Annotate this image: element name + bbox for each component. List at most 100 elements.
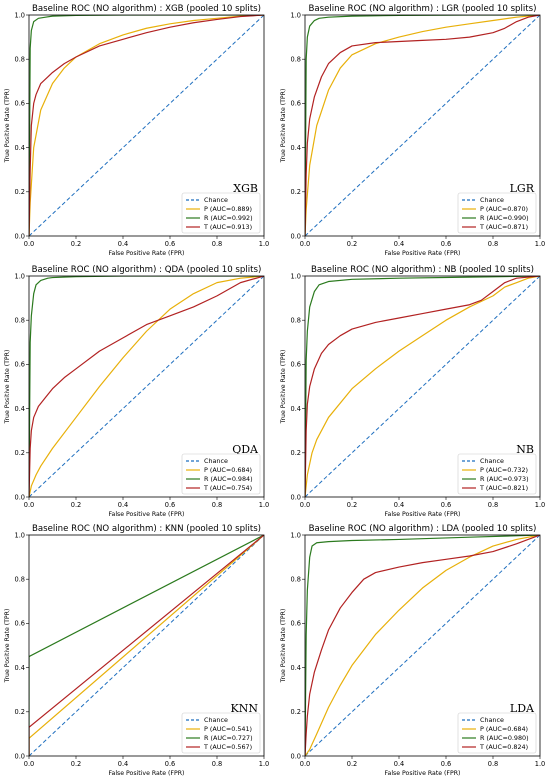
series-line-t (305, 276, 540, 497)
chance-line (305, 535, 540, 756)
legend-entry: T (AUC=0.824) (479, 743, 528, 751)
legend-entry: R (AUC=0.992) (204, 214, 253, 222)
y-tick-label: 0.8 (291, 317, 302, 325)
y-axis-label: True Positive Rate (TPR) (280, 350, 287, 425)
y-tick-label: 0.6 (15, 100, 26, 108)
model-label: LGR (510, 182, 535, 195)
legend-box (457, 712, 537, 754)
panel-title: Baseline ROC (NO algorithm) : LGR (poole… (308, 4, 536, 14)
legend-entry: T (AUC=0.871) (479, 223, 528, 231)
y-tick-label: 0.0 (291, 232, 302, 240)
legend-entry: R (AUC=0.980) (480, 734, 529, 742)
x-tick-label: 0.6 (441, 501, 452, 509)
x-tick-label: 0.0 (24, 501, 35, 509)
x-tick-label: 0.8 (212, 760, 223, 768)
x-tick-label: 0.8 (488, 760, 499, 768)
x-axis-label: False Positive Rate (FPR) (109, 770, 185, 776)
series-line-r (305, 535, 540, 756)
legend-entry: Chance (204, 457, 228, 465)
legend-entry: T (AUC=0.821) (479, 484, 528, 492)
series-line-t (29, 535, 264, 756)
plot-frame (304, 534, 541, 757)
legend-box (457, 453, 537, 495)
legend-box (181, 453, 261, 495)
legend-entry: P (AUC=0.684) (204, 466, 252, 474)
y-axis-label: True Positive Rate (TPR) (280, 609, 287, 684)
y-tick-label: 1.0 (15, 11, 26, 19)
y-tick-label: 0.8 (15, 576, 26, 584)
y-tick-label: 0.0 (15, 232, 26, 240)
chance-line (29, 535, 264, 756)
roc-panel-lgr: Baseline ROC (NO algorithm) : LGR (poole… (280, 4, 545, 257)
x-tick-label: 0.0 (300, 240, 311, 248)
x-tick-label: 0.4 (394, 760, 405, 768)
y-tick-label: 0.4 (15, 405, 26, 413)
x-tick-label: 0.0 (24, 760, 35, 768)
plot-frame (28, 275, 265, 498)
y-tick-label: 0.4 (291, 664, 302, 672)
x-axis-label: False Positive Rate (FPR) (385, 250, 461, 257)
y-tick-label: 0.2 (15, 188, 26, 196)
y-tick-label: 1.0 (15, 272, 26, 280)
legend-entry: Chance (204, 716, 228, 724)
y-tick-label: 0.2 (15, 449, 26, 457)
series-line-p (305, 535, 540, 756)
x-tick-label: 0.6 (441, 240, 452, 248)
x-tick-label: 1.0 (535, 501, 546, 509)
model-label: LDA (510, 702, 535, 715)
x-axis-label: False Positive Rate (FPR) (385, 770, 461, 776)
roc-panel-xgb: Baseline ROC (NO algorithm) : XGB (poole… (4, 4, 269, 257)
legend-box (181, 712, 261, 754)
model-label: KNN (231, 702, 259, 715)
legend-entry: P (AUC=0.684) (480, 725, 528, 733)
legend-entry: P (AUC=0.870) (480, 205, 528, 213)
x-tick-label: 0.4 (394, 501, 405, 509)
series-line-r (305, 276, 540, 497)
panel-title: Baseline ROC (NO algorithm) : KNN (poole… (32, 524, 261, 534)
legend-entry: Chance (480, 196, 504, 204)
legend-entry: R (AUC=0.727) (204, 734, 253, 742)
chance-line (29, 276, 264, 497)
y-tick-label: 1.0 (291, 272, 302, 280)
legend-box (457, 192, 537, 234)
x-tick-label: 1.0 (535, 760, 546, 768)
series-line-p (29, 15, 264, 236)
y-tick-label: 1.0 (291, 11, 302, 19)
legend-entry: Chance (480, 716, 504, 724)
x-tick-label: 0.2 (71, 760, 82, 768)
y-tick-label: 0.0 (291, 493, 302, 501)
x-tick-label: 1.0 (259, 240, 270, 248)
y-tick-label: 0.4 (15, 664, 26, 672)
x-tick-label: 0.2 (347, 240, 358, 248)
x-tick-label: 0.0 (300, 760, 311, 768)
y-axis-label: True Positive Rate (TPR) (4, 89, 11, 164)
legend-entry: T (AUC=0.567) (203, 743, 252, 751)
y-tick-label: 1.0 (291, 531, 302, 539)
x-axis-label: False Positive Rate (FPR) (109, 511, 185, 518)
panel-title: Baseline ROC (NO algorithm) : XGB (poole… (32, 4, 261, 14)
x-tick-label: 0.6 (165, 760, 176, 768)
model-label: XGB (233, 182, 258, 195)
panel-title: Baseline ROC (NO algorithm) : QDA (poole… (32, 265, 262, 275)
x-tick-label: 0.4 (118, 240, 129, 248)
y-axis-label: True Positive Rate (TPR) (4, 350, 11, 425)
series-line-r (29, 535, 264, 756)
legend-entry: R (AUC=0.990) (480, 214, 529, 222)
series-line-r (29, 15, 264, 236)
series-line-r (29, 276, 264, 497)
y-tick-label: 0.2 (291, 449, 302, 457)
x-tick-label: 0.2 (71, 501, 82, 509)
y-tick-label: 0.8 (15, 317, 26, 325)
legend-box (181, 192, 261, 234)
x-tick-label: 0.8 (212, 501, 223, 509)
y-tick-label: 0.6 (15, 361, 26, 369)
legend-entry: R (AUC=0.984) (204, 475, 253, 483)
x-tick-label: 1.0 (259, 760, 270, 768)
y-tick-label: 0.6 (291, 361, 302, 369)
legend-entry: P (AUC=0.541) (204, 725, 252, 733)
y-tick-label: 0.8 (291, 576, 302, 584)
roc-panel-lda: Baseline ROC (NO algorithm) : LDA (poole… (280, 524, 545, 776)
chance-line (29, 15, 264, 236)
legend-entry: Chance (204, 196, 228, 204)
